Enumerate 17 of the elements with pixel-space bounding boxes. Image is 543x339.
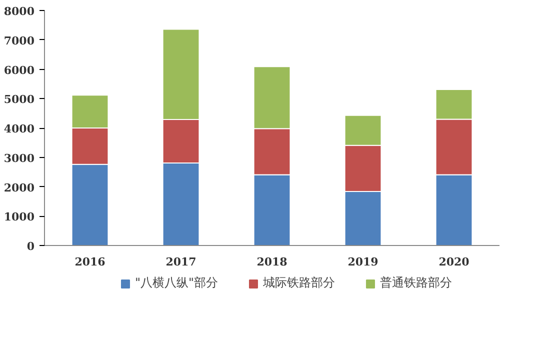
y-tick-label: 8000 — [4, 5, 35, 18]
y-tick-label: 3000 — [4, 152, 35, 165]
y-tick-label: 1000 — [4, 210, 35, 224]
x-tick-label: 2019 — [348, 256, 378, 268]
legend-label: 城际铁路部分 — [263, 274, 336, 292]
x-tick-label: 2016 — [74, 256, 106, 268]
x-tick-label: 2018 — [256, 256, 288, 268]
y-tick-label: 5000 — [4, 93, 35, 106]
y-tick-label: 0 — [26, 240, 35, 253]
y-tick-label: 7000 — [4, 34, 35, 48]
x-tick-label: 2017 — [166, 256, 196, 268]
legend-label: 普通铁路部分 — [380, 274, 452, 292]
y-tick-label: 4000 — [4, 122, 35, 136]
y-tick-label: 6000 — [4, 64, 35, 77]
x-tick-label: 2020 — [438, 256, 470, 268]
legend-label: "八横八纵"部分 — [134, 274, 218, 292]
y-tick-label: 2000 — [4, 181, 35, 194]
